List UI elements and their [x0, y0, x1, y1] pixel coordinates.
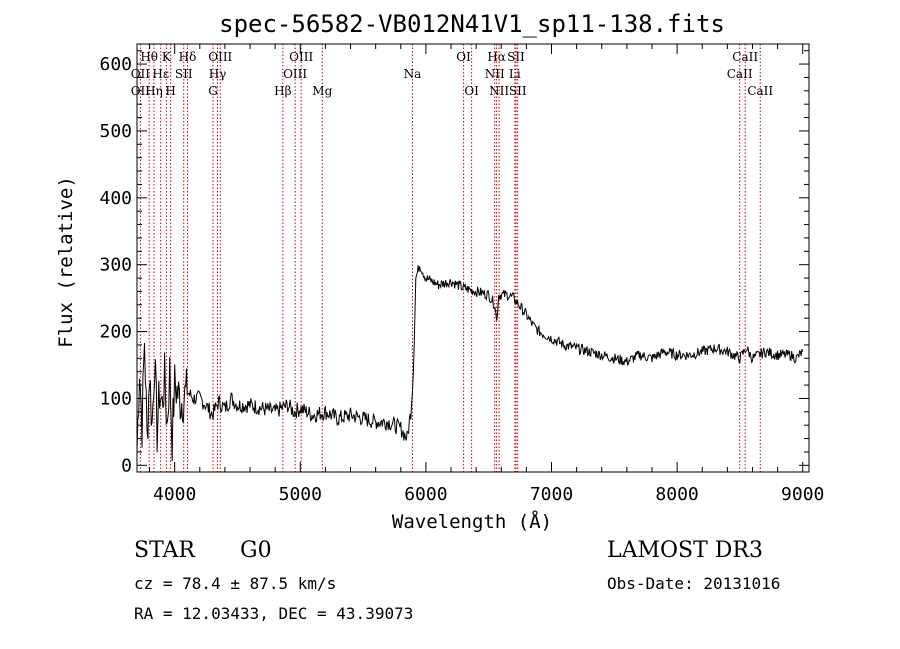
- line-label: H: [165, 84, 175, 98]
- x-tick-label: 7000: [530, 484, 573, 505]
- line-label: OI: [456, 50, 471, 64]
- line-label: OI: [464, 84, 479, 98]
- line-label: Na: [404, 67, 422, 81]
- line-label: NII: [489, 84, 509, 98]
- plot-frame: [136, 43, 810, 473]
- line-label: Hα: [487, 50, 506, 64]
- object-class: STAR: [134, 538, 195, 563]
- line-label: OIII: [289, 50, 313, 64]
- ticks-layer: 4000 5000 6000 7000 8000 9000 0 100 200 300 400 500…: [99, 44, 824, 505]
- y-tick-label: 400: [99, 188, 132, 209]
- line-label: CaII: [747, 84, 773, 98]
- line-label: OIII: [208, 50, 232, 64]
- line-label: Hθ: [140, 50, 158, 64]
- line-label: Hη: [145, 84, 163, 98]
- y-tick-label: 600: [99, 54, 132, 75]
- line-label: OIII: [283, 67, 307, 81]
- line-label: SII: [175, 67, 193, 81]
- y-tick-label: 300: [99, 255, 132, 276]
- line-label: Hγ: [209, 67, 227, 81]
- line-label: CaII: [732, 50, 758, 64]
- x-tick-label: 9000: [781, 484, 824, 505]
- x-tick-label: 4000: [153, 484, 196, 505]
- line-label: SII: [509, 84, 527, 98]
- x-tick-label: 5000: [279, 484, 322, 505]
- line-label: Mg: [312, 84, 332, 98]
- spectrum-line: [136, 265, 804, 462]
- x-tick-label: 6000: [404, 484, 447, 505]
- y-tick-label: 200: [99, 322, 132, 343]
- chart-title: spec-56582-VB012N41V1_sp11-138.fits: [219, 10, 725, 38]
- line-label: OII: [131, 67, 151, 81]
- y-tick-label: 0: [121, 455, 132, 476]
- observation-date: Obs-Date: 20131016: [607, 574, 781, 593]
- y-tick-label: 100: [99, 388, 132, 409]
- line-label: K: [162, 50, 172, 64]
- series-layer: [136, 265, 804, 462]
- line-label: Hβ: [274, 84, 291, 98]
- y-axis-label: Flux (relative): [55, 176, 77, 348]
- line-label: Hδ: [179, 50, 197, 64]
- x-axis-label: Wavelength (Å): [392, 510, 552, 533]
- subclass: G0: [240, 538, 272, 563]
- x-tick-label: 8000: [655, 484, 698, 505]
- line-label: G: [208, 84, 218, 98]
- coordinates: RA = 12.03433, DEC = 43.39073: [134, 604, 414, 623]
- line-label: NII: [485, 67, 505, 81]
- y-tick-label: 500: [99, 121, 132, 142]
- line-label: SII: [507, 50, 525, 64]
- line-label: Li: [509, 67, 521, 81]
- line-label: CaII: [727, 67, 753, 81]
- line-label: Hε: [152, 67, 169, 81]
- redshift-velocity: cz = 78.4 ± 87.5 km/s: [134, 574, 337, 593]
- survey-name: LAMOST DR3: [607, 538, 763, 563]
